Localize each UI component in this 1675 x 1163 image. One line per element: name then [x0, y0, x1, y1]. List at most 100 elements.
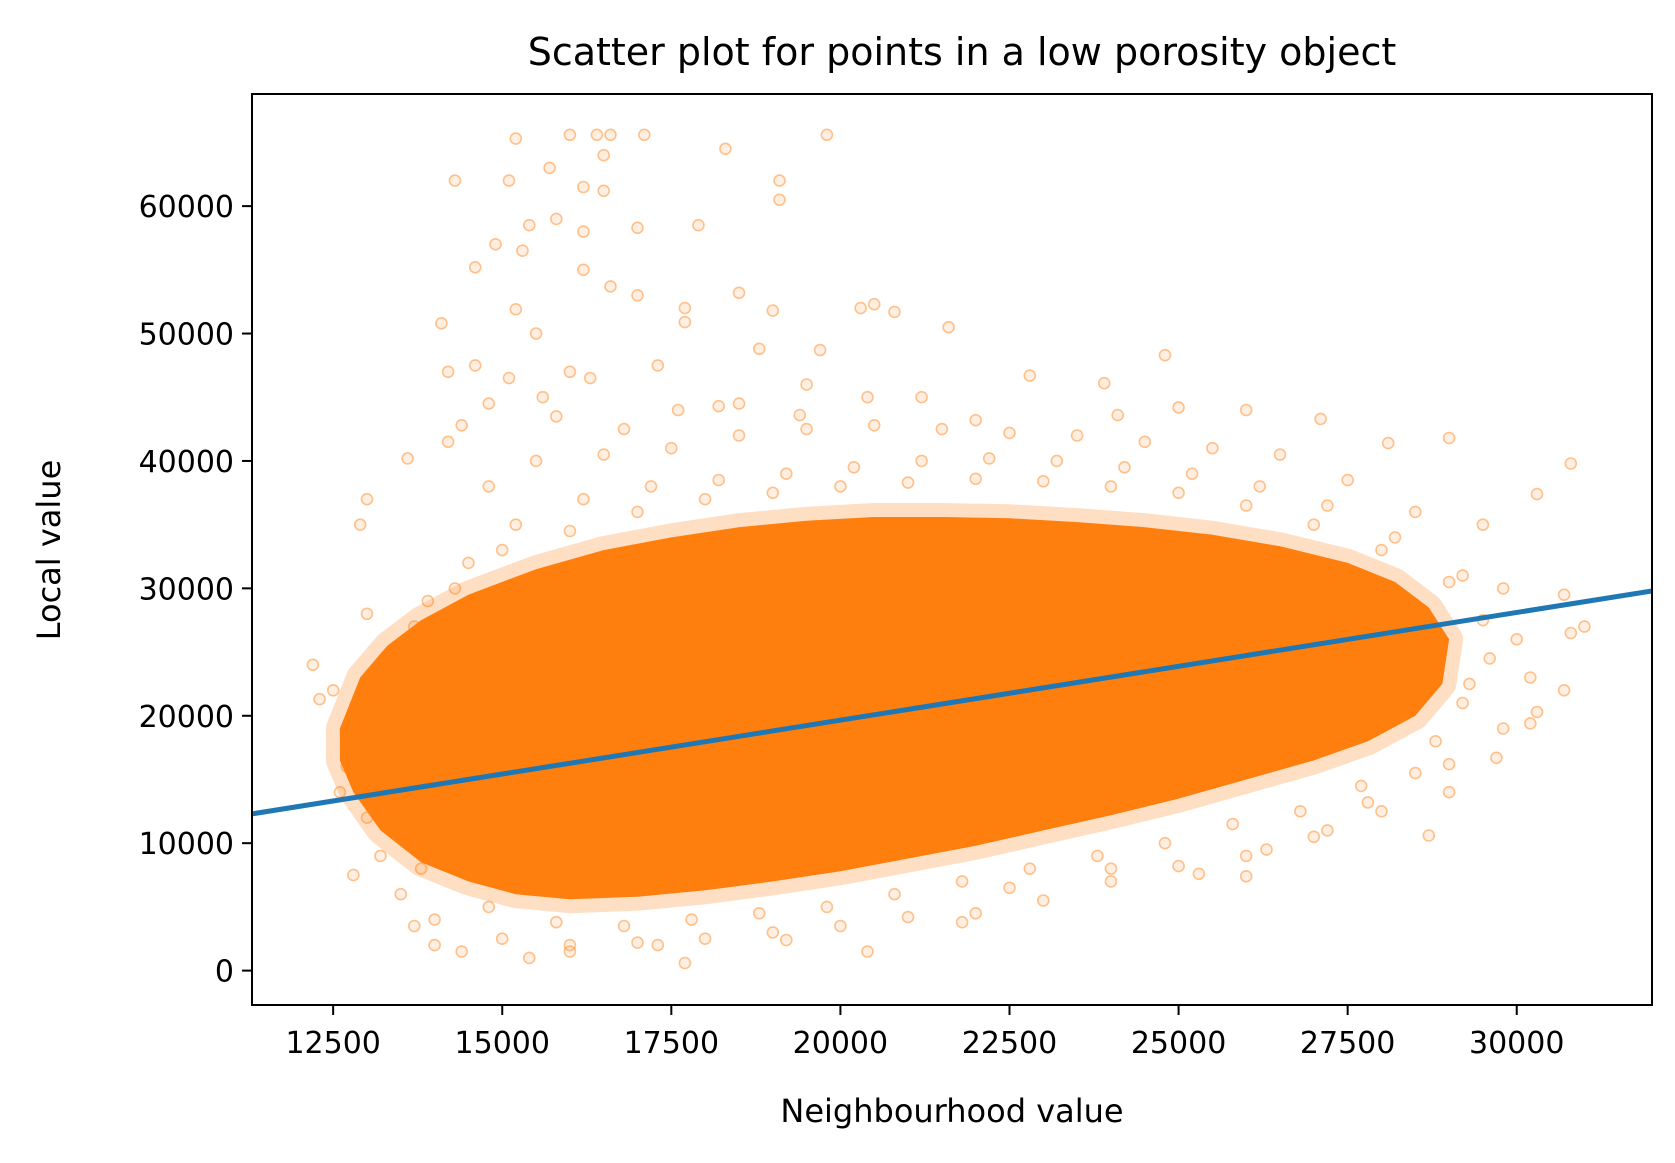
scatter-point	[1206, 441, 1219, 455]
scatter-point	[1409, 766, 1422, 780]
scatter-point	[1050, 454, 1064, 468]
scatter-point	[604, 280, 617, 293]
scatter-point	[678, 301, 692, 315]
scatter-point	[347, 868, 360, 882]
scatter-point	[1023, 862, 1037, 876]
scatter-point	[374, 849, 387, 863]
scatter-point	[1273, 448, 1287, 461]
scatter-point	[671, 403, 685, 417]
scatter-point	[468, 260, 482, 274]
scatter-point	[428, 913, 441, 926]
scatter-point	[1321, 499, 1334, 512]
scatter-point	[1557, 683, 1571, 697]
scatter-point	[414, 862, 428, 876]
scatter-point	[401, 452, 414, 465]
scatter-point	[1510, 632, 1523, 646]
scatter-point	[766, 926, 780, 939]
scatter-point	[489, 238, 502, 251]
scatter-point	[678, 956, 692, 970]
scatter-point	[631, 936, 644, 949]
x-tick-label: 17500	[624, 1026, 719, 1061]
scatter-point	[1409, 505, 1422, 519]
scatter-point	[1239, 403, 1253, 417]
scatter-point	[800, 422, 813, 436]
scatter-point	[766, 304, 780, 317]
scatter-point	[536, 390, 550, 404]
scatter-point	[509, 132, 523, 145]
scatter-point	[1564, 457, 1578, 470]
scatter-point	[915, 454, 928, 468]
scatter-point	[969, 413, 983, 427]
scatter-point	[773, 193, 786, 207]
scatter-point	[888, 887, 901, 901]
scatter-point	[577, 263, 590, 277]
scatter-point	[1388, 531, 1402, 544]
scatter-point	[1260, 843, 1273, 856]
scatter-point	[861, 945, 874, 958]
scatter-point	[1294, 804, 1307, 818]
y-tick-label: 60000	[139, 190, 234, 225]
scatter-point	[617, 422, 631, 436]
scatter-point	[752, 342, 766, 356]
scatter-point	[455, 418, 469, 432]
scatter-point	[1496, 582, 1510, 595]
x-tick-label: 15000	[455, 1026, 550, 1061]
scatter-point	[1239, 869, 1253, 883]
scatter-point	[1097, 376, 1111, 390]
scatter-point	[955, 875, 969, 888]
x-tick-label: 12500	[285, 1026, 380, 1061]
scatter-point	[448, 174, 462, 187]
scatter-point	[631, 221, 644, 235]
scatter-point	[353, 722, 367, 735]
scatter-point	[563, 524, 577, 538]
scatter-point	[1226, 817, 1239, 831]
scatter-point	[1530, 487, 1544, 501]
scatter-point	[861, 390, 874, 404]
y-tick-label: 30000	[139, 572, 234, 607]
scatter-point	[644, 480, 658, 493]
scatter-point	[732, 429, 746, 442]
scatter-point	[820, 900, 834, 914]
chart-title: Scatter plot for points in a low porosit…	[528, 30, 1397, 74]
scatter-point	[360, 811, 374, 825]
scatter-point	[326, 683, 340, 697]
point-cloud-core	[339, 517, 1450, 900]
scatter-point	[353, 518, 367, 532]
scatter-point	[847, 460, 861, 474]
scatter-point	[1490, 751, 1503, 765]
scatter-point	[685, 913, 698, 926]
scatter-point	[712, 473, 726, 487]
x-axis-ticks: 12500 15000 17500 20000 22500 25000 27500 30000	[285, 1005, 1564, 1061]
scatter-point	[549, 410, 563, 423]
scatter-point	[631, 505, 644, 519]
scatter-point	[563, 938, 577, 952]
scatter-point	[502, 371, 516, 385]
scatter-point	[428, 938, 441, 952]
scatter-point	[583, 371, 597, 385]
scatter-point	[482, 900, 496, 914]
scatter-point	[597, 184, 611, 198]
scatter-point	[1483, 652, 1496, 665]
scatter-point	[834, 480, 847, 493]
y-axis-label: Local value	[30, 460, 68, 641]
fit-line	[252, 588, 1652, 817]
scatter-point	[915, 390, 928, 404]
scatter-point	[664, 441, 678, 455]
scatter-point	[502, 174, 516, 187]
scatter-point	[1524, 717, 1537, 730]
scatter-point	[969, 472, 983, 486]
scatter-point	[1037, 894, 1050, 907]
scatter-point	[935, 422, 949, 436]
x-tick-label: 20000	[793, 1026, 888, 1061]
scatter-point	[516, 244, 529, 257]
scatter-point	[867, 418, 881, 432]
scatter-point	[982, 452, 996, 465]
scatter-point	[441, 435, 455, 449]
scatter-point	[813, 343, 827, 357]
y-tick-label: 0	[215, 955, 234, 990]
scatter-point	[678, 315, 692, 329]
scatter-point	[495, 543, 509, 557]
scatter-point	[1442, 431, 1456, 445]
scatter-point	[617, 919, 631, 933]
scatter-point	[1578, 620, 1591, 633]
